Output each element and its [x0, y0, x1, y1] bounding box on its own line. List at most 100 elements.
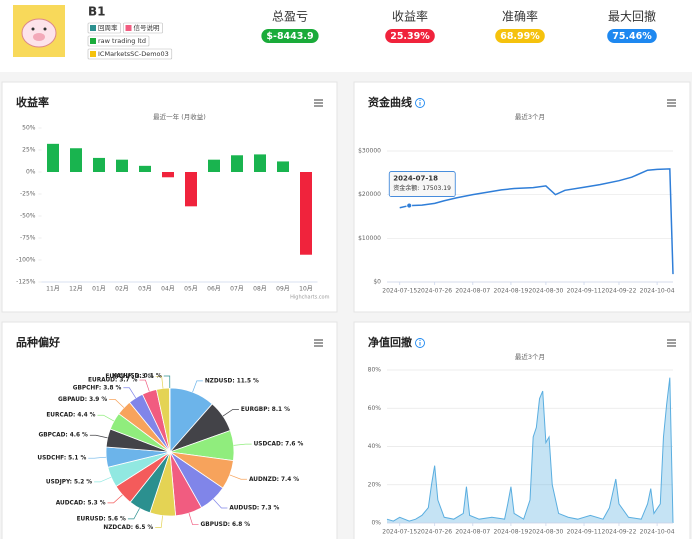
- y-tick-label: 60%: [368, 405, 382, 412]
- tag-icon: [90, 25, 96, 31]
- bar: [47, 143, 59, 172]
- y-tick-label: 25%: [22, 147, 36, 154]
- slice-label: AUDUSD: 7.3 %: [229, 505, 279, 511]
- label-connector: [163, 375, 171, 389]
- avatar-eye: [31, 27, 35, 31]
- stat-value: 25.39%: [390, 31, 430, 42]
- chart-subtitle: 最近3个月: [515, 352, 545, 361]
- y-tick-label: -100%: [16, 257, 36, 264]
- tooltip-title: 2024-07-18: [393, 175, 438, 183]
- stat-label: 总盈亏: [272, 10, 308, 24]
- slice-label: GBPUSD: 6.8 %: [201, 522, 251, 528]
- slice-label: USDCAD: 7.6 %: [254, 442, 304, 448]
- bar: [162, 172, 174, 178]
- tag-box: [87, 22, 121, 34]
- tooltip-label: 资金余额:: [393, 184, 419, 192]
- panel: [353, 321, 691, 539]
- slice-label: XAUUSD: 0.1 %: [112, 374, 162, 380]
- panel-title: 收益率: [16, 95, 49, 109]
- x-tick-label: 05月: [184, 286, 198, 293]
- x-tick-label: 2024-08-19: [493, 288, 528, 295]
- tag-text: 回周率: [98, 23, 118, 32]
- x-tick-label: 06月: [207, 286, 221, 293]
- label-connector: [213, 498, 228, 509]
- slice-label: NZDUSD: 11.5 %: [205, 378, 259, 384]
- slice-label: EURUSD: 5.6 %: [77, 516, 126, 522]
- label-connector: [155, 515, 163, 528]
- avatar-eye: [43, 27, 47, 31]
- bar: [139, 165, 151, 172]
- tag-box: [87, 48, 173, 60]
- bar: [300, 172, 312, 255]
- x-tick-label: 04月: [161, 286, 175, 293]
- stat-label: 收益率: [392, 9, 428, 24]
- y-tick-label: 20%: [368, 481, 382, 488]
- x-tick-label: 2024-08-30: [528, 288, 563, 295]
- label-connector: [229, 474, 247, 480]
- tag-text: raw trading ltd: [98, 37, 146, 45]
- slice-label: NZDCAD: 6.5 %: [103, 525, 153, 531]
- slice-label: GBPAUD: 3.9 %: [58, 397, 107, 403]
- x-tick-label: 09月: [276, 286, 290, 293]
- chart-subtitle: 最近3个月: [515, 112, 545, 121]
- y-tick-label: 40%: [368, 443, 382, 450]
- x-tick-label: 02月: [115, 286, 129, 293]
- stat-badge: [607, 29, 657, 43]
- slice-label: EURAUD: 3.7 %: [88, 378, 138, 384]
- x-tick-label: 2024-09-22: [602, 529, 637, 536]
- info-icon: [419, 99, 421, 101]
- slice-label: EURCAD: 4.4 %: [46, 413, 95, 419]
- account-tag: ICMarketsSC-Demo03: [87, 48, 173, 60]
- y-tick-label: -50%: [20, 213, 36, 220]
- account-name: B1: [88, 5, 106, 19]
- tooltip-value: 17503.19: [422, 185, 451, 192]
- panel-title: 资金曲线: [368, 95, 412, 109]
- tag-icon: [90, 38, 96, 44]
- bar: [185, 172, 197, 207]
- tag-box: [123, 22, 163, 34]
- y-tick-label: 0%: [371, 520, 381, 527]
- x-tick-label: 12月: [69, 286, 83, 293]
- x-tick-label: 2024-08-30: [528, 529, 563, 536]
- x-tick-label: 08月: [253, 286, 267, 293]
- x-tick-label: 2024-07-15: [382, 288, 417, 295]
- stat-badge: [495, 29, 545, 43]
- drawdown-line: [386, 377, 674, 524]
- tag-box: [87, 35, 150, 47]
- y-tick-label: $10000: [358, 235, 381, 242]
- info-icon: [415, 98, 425, 108]
- stat-value: $-8443.9: [266, 31, 313, 42]
- label-connector: [127, 508, 140, 520]
- bar: [277, 161, 289, 172]
- label-connector: [155, 376, 164, 389]
- bar: [254, 154, 266, 172]
- y-tick-label: $30000: [358, 148, 381, 155]
- y-tick-label: $20000: [358, 191, 381, 198]
- panel: [1, 81, 338, 313]
- account-tag: raw trading ltd: [87, 35, 150, 47]
- x-tick-label: 2024-09-11: [567, 288, 602, 295]
- label-connector: [222, 409, 239, 417]
- x-tick-label: 03月: [138, 286, 152, 293]
- chart-credit: Highcharts.com: [290, 295, 329, 301]
- slice-label: USDJPY: 5.2 %: [46, 479, 92, 485]
- label-connector: [89, 434, 108, 439]
- x-tick-label: 2024-09-22: [602, 288, 637, 295]
- label-connector: [123, 387, 137, 399]
- x-tick-label: 2024-08-07: [455, 288, 490, 295]
- x-tick-label: 2024-07-26: [417, 529, 452, 536]
- x-tick-label: 10月: [299, 286, 313, 293]
- label-connector: [88, 456, 107, 459]
- label-connector: [192, 380, 203, 393]
- label-connector: [139, 379, 150, 392]
- avatar-snout: [33, 33, 45, 41]
- y-tick-label: -75%: [20, 235, 36, 242]
- bar: [70, 148, 82, 172]
- stat-badge: [385, 29, 435, 43]
- account-tag: 信号说明: [123, 22, 163, 34]
- slice-label: USDCHF: 5.1 %: [37, 456, 86, 462]
- slice-label: AUDNZD: 7.4 %: [249, 477, 299, 483]
- tooltip: [388, 171, 456, 197]
- x-tick-label: 2024-10-04: [640, 529, 675, 536]
